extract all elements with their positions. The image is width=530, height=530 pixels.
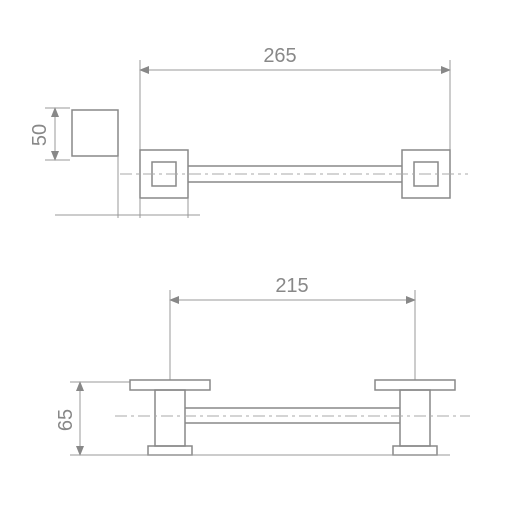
dim-height-65: 65 xyxy=(55,409,77,431)
right-post xyxy=(375,380,455,455)
dim-width-215: 215 xyxy=(275,275,308,297)
left-post xyxy=(130,380,210,455)
dim-width-265: 265 xyxy=(263,45,296,67)
technical-drawing: 265 50 215 65 xyxy=(0,0,530,530)
top-view: 215 65 xyxy=(55,275,470,455)
section-square xyxy=(72,110,118,156)
front-view: 265 50 xyxy=(29,45,468,218)
dim-height-50: 50 xyxy=(29,124,51,146)
